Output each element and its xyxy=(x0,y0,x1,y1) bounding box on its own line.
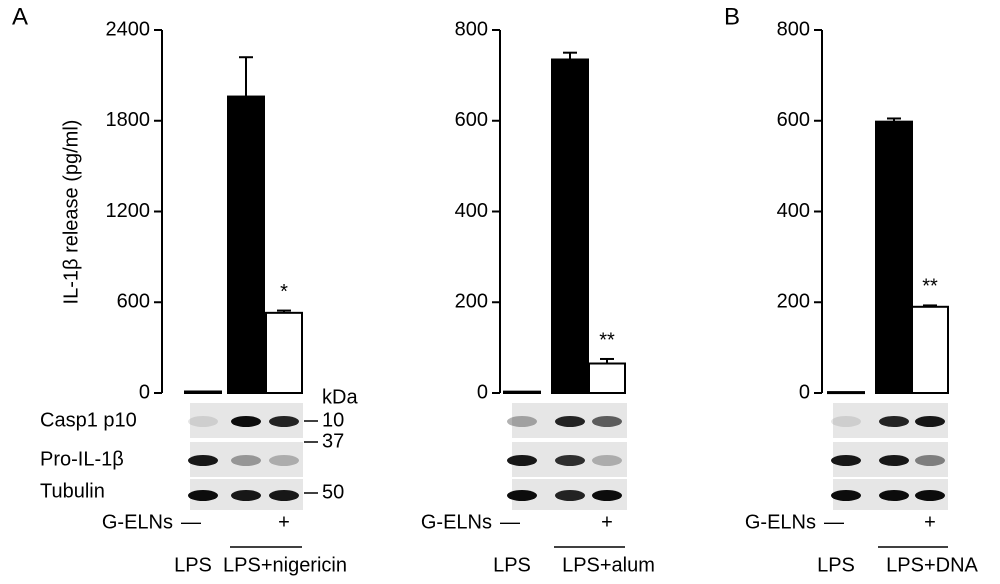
y-tick-label: 800 xyxy=(777,18,810,40)
blot-band xyxy=(188,416,218,427)
y-axis-label: IL-1β release (pg/ml) xyxy=(60,120,82,305)
blot-band xyxy=(592,490,622,501)
bar xyxy=(184,390,222,394)
blot-band xyxy=(555,455,585,466)
bar xyxy=(875,120,913,394)
group-label: LPS xyxy=(174,554,212,576)
y-tick-label: 1800 xyxy=(106,109,151,131)
y-tick-label: 600 xyxy=(455,109,488,131)
blot-row-label: Tubulin xyxy=(40,480,105,502)
y-tick-label: 400 xyxy=(455,200,488,222)
blot-band xyxy=(592,455,622,466)
blot-band xyxy=(188,455,218,466)
bar xyxy=(588,362,626,395)
y-tick-label: 0 xyxy=(799,381,810,403)
panel-label: A xyxy=(12,3,28,30)
blot-band xyxy=(269,490,299,501)
blot-band xyxy=(592,416,622,427)
blot-band xyxy=(555,416,585,427)
y-tick-label: 1200 xyxy=(106,200,151,222)
y-tick-label: 2400 xyxy=(106,18,151,40)
bar xyxy=(227,95,265,395)
blot-band xyxy=(231,490,261,501)
blot-band xyxy=(269,455,299,466)
category-axis-label: G-ELNs xyxy=(745,511,816,533)
category-label: + xyxy=(278,511,290,533)
blot-band xyxy=(831,416,861,427)
blot-band xyxy=(879,490,909,501)
blot-band xyxy=(507,416,537,427)
blot-band xyxy=(879,455,909,466)
bar xyxy=(911,305,949,395)
bar xyxy=(503,390,541,395)
blot-band xyxy=(231,455,261,466)
y-tick-label: 200 xyxy=(777,291,810,313)
category-axis-label: G-ELNs xyxy=(421,511,492,533)
category-label: — xyxy=(181,511,201,533)
significance: ** xyxy=(922,276,938,298)
blot-band xyxy=(507,455,537,466)
category-axis-label: G-ELNs xyxy=(102,511,173,533)
category-label: + xyxy=(924,511,936,533)
blot-unit: kDa xyxy=(322,386,358,408)
blot-band xyxy=(269,416,299,427)
blot-band xyxy=(879,416,909,427)
blot-band xyxy=(188,490,218,501)
blot-row-label: Pro-IL-1β xyxy=(40,448,124,470)
significance: ** xyxy=(599,329,615,351)
group-label: LPS+nigericin xyxy=(223,554,347,576)
y-tick-label: 600 xyxy=(117,291,150,313)
blot-band xyxy=(507,490,537,501)
marker-label: 37 xyxy=(322,430,344,452)
blot-row-label: Casp1 p10 xyxy=(40,409,137,431)
category-label: + xyxy=(601,511,613,533)
category-label: — xyxy=(824,511,844,533)
blot-band xyxy=(231,416,261,427)
bar xyxy=(827,391,865,395)
y-tick-label: 600 xyxy=(777,109,810,131)
y-tick-label: 0 xyxy=(139,381,150,403)
group-label: LPS xyxy=(493,554,531,576)
blot-band xyxy=(555,490,585,501)
blot-band xyxy=(915,416,945,427)
blot-band xyxy=(831,490,861,501)
bar xyxy=(265,311,303,394)
blot-band xyxy=(915,490,945,501)
group-label: LPS xyxy=(817,554,855,576)
blot-band xyxy=(831,455,861,466)
y-tick-label: 200 xyxy=(455,291,488,313)
y-tick-label: 400 xyxy=(777,200,810,222)
group-label: LPS+DNA xyxy=(886,554,978,576)
panel-label: B xyxy=(724,3,740,30)
significance: * xyxy=(280,281,288,303)
blot-band xyxy=(915,455,945,466)
y-tick-label: 0 xyxy=(477,381,488,403)
marker-label: 50 xyxy=(322,481,344,503)
group-label: LPS+alum xyxy=(562,554,655,576)
marker-label: 10 xyxy=(322,409,344,431)
y-tick-label: 800 xyxy=(455,18,488,40)
category-label: — xyxy=(500,511,520,533)
bar xyxy=(551,58,589,395)
